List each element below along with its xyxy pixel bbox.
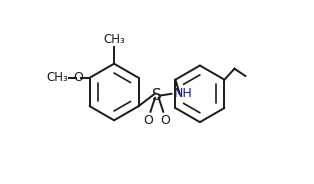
Text: O: O: [144, 114, 154, 127]
Text: S: S: [152, 88, 162, 103]
Text: O: O: [74, 71, 84, 84]
Text: O: O: [160, 114, 170, 127]
Text: CH₃: CH₃: [46, 71, 68, 84]
Text: NH: NH: [173, 87, 192, 100]
Text: CH₃: CH₃: [103, 33, 125, 46]
